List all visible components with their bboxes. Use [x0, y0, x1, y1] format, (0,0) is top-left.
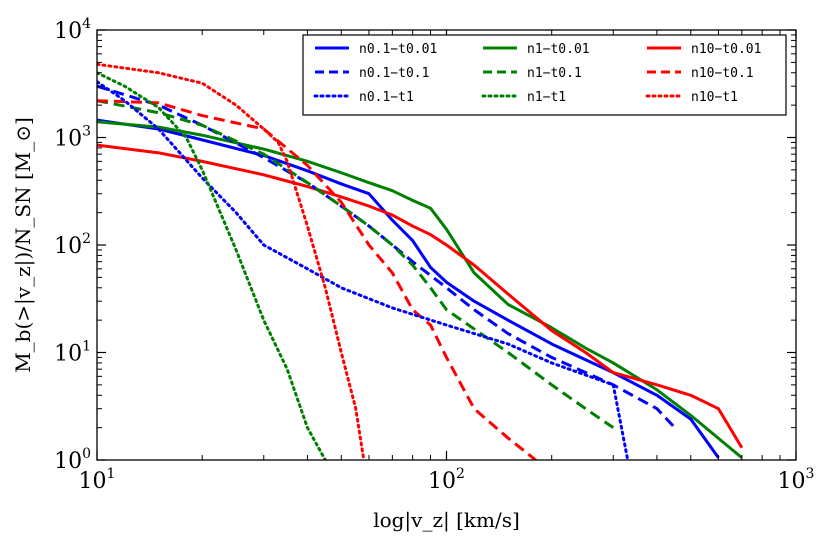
legend-label-n1−t0.1: n1−t0.1	[527, 66, 582, 81]
x-tick-label: 102	[428, 466, 465, 494]
series-line-n0.1−t1	[97, 80, 630, 460]
series-line-n1−t0.1	[97, 99, 615, 429]
y-tick-label: 104	[54, 16, 91, 44]
legend-label-n1−t1: n1−t1	[527, 90, 566, 105]
series-layer	[97, 62, 744, 460]
series-line-n10−t0.01	[97, 143, 744, 449]
legend-label-n0.1−t0.01: n0.1−t0.01	[359, 42, 437, 57]
series-line-n0.1−t0.01	[97, 118, 720, 459]
y-tick-label: 103	[54, 124, 91, 152]
series-line-n10−t1	[97, 62, 366, 460]
legend-label-n10−t1: n10−t1	[691, 90, 738, 105]
y-tick-label: 101	[54, 339, 91, 367]
x-tick-label: 101	[79, 466, 116, 494]
x-axis-label: log|v_z| [km/s]	[373, 508, 520, 533]
legend-label-n10−t0.01: n10−t0.01	[691, 42, 761, 57]
series-line-n1−t1	[97, 71, 327, 460]
legend-label-n1−t0.01: n1−t0.01	[527, 42, 590, 57]
legend: n0.1−t0.01 n0.1−t0.1 n0.1−t1 n1−t0.01 n1−t0.…	[302, 34, 787, 116]
series-line-n10−t0.1	[97, 99, 537, 460]
legend-label-n0.1−t0.1: n0.1−t0.1	[359, 66, 429, 81]
axis-labels: log|v_z| [km/s] M_b(>|v_z|)/N_SN [M_⊙]	[11, 117, 520, 533]
y-tick-label: 102	[54, 231, 91, 259]
legend-label-n10−t0.1: n10−t0.1	[691, 66, 754, 81]
x-tick-label: 103	[778, 466, 815, 494]
series-line-n1−t0.01	[97, 120, 743, 459]
y-axis-label: M_b(>|v_z|)/N_SN [M_⊙]	[11, 117, 36, 373]
legend-label-n0.1−t1: n0.1−t1	[359, 90, 414, 105]
y-tick-label: 100	[54, 446, 91, 474]
legend-box	[302, 34, 787, 116]
